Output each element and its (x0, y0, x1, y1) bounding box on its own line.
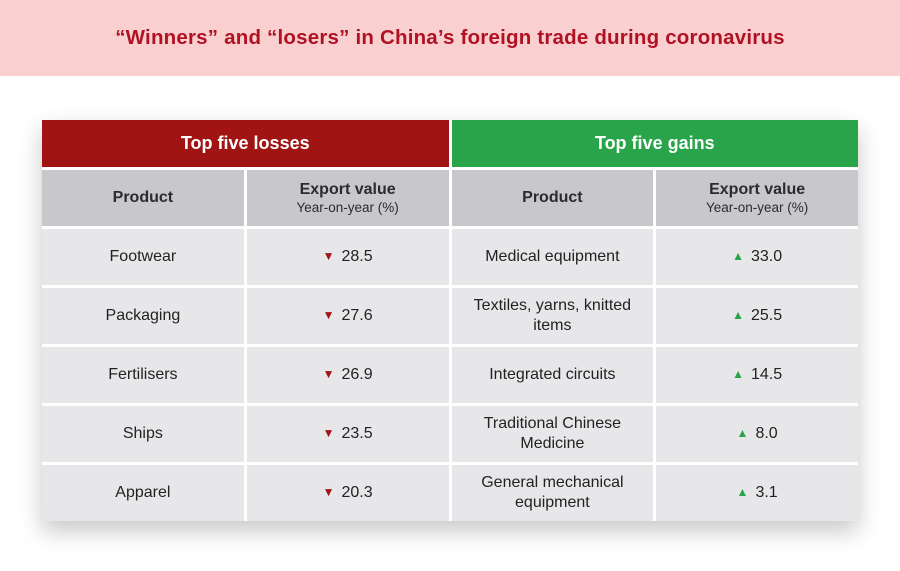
gains-product-column-header: Product (451, 170, 654, 226)
loss-value-text: 20.3 (341, 484, 373, 501)
gain-value-cell: ▲ 14.5 (656, 347, 858, 403)
loss-product-cell: Ships (42, 406, 244, 462)
gain-value-cell: ▲ 33.0 (656, 229, 858, 285)
loss-value-cell: ▼ 27.6 (246, 288, 449, 344)
loss-product-cell: Fertilisers (42, 347, 244, 403)
gain-value-text: 25.5 (751, 307, 783, 324)
loss-product-text: Ships (122, 425, 163, 442)
gain-value-text: 33.0 (751, 248, 783, 265)
loss-product-cell: Footwear (42, 229, 244, 285)
losses-value-column-header: Export value Year-on-year (%) (246, 170, 449, 226)
loss-product-text: Packaging (105, 307, 181, 324)
loss-product-cell: Apparel (42, 465, 244, 521)
down-triangle-icon: ▼ (322, 307, 335, 322)
losses-header: Top five losses (42, 120, 449, 167)
up-triangle-icon: ▲ (736, 425, 749, 440)
gain-value-cell: ▲ 3.1 (656, 465, 858, 521)
gains-header: Top five gains (451, 120, 858, 167)
loss-value-text: 27.6 (341, 307, 373, 324)
gains-value-column-header: Export value Year-on-year (%) (656, 170, 858, 226)
column-sublabel: Year-on-year (%) (296, 199, 399, 215)
gain-value-text: 8.0 (755, 425, 778, 442)
losses-product-column-header: Product (42, 170, 244, 226)
loss-value-cell: ▼ 20.3 (246, 465, 449, 521)
loss-value-text: 28.5 (341, 248, 373, 265)
loss-value-text: 26.9 (341, 366, 373, 383)
gain-product-cell: Integrated circuits (451, 347, 654, 403)
column-label: Export value (709, 180, 806, 198)
gain-value-cell: ▲ 25.5 (656, 288, 858, 344)
gain-product-cell: Medical equipment (451, 229, 654, 285)
gain-product-text: Textiles, yarns, knitted items (473, 297, 632, 334)
column-label: Product (112, 189, 174, 206)
gain-product-cell: General mechanical equipment (451, 465, 654, 521)
loss-value-cell: ▼ 26.9 (246, 347, 449, 403)
gain-value-cell: ▲ 8.0 (656, 406, 858, 462)
gain-value-text: 3.1 (755, 484, 778, 501)
gain-product-text: General mechanical equipment (481, 474, 624, 511)
column-sublabel: Year-on-year (%) (705, 199, 809, 215)
loss-value-cell: ▼ 23.5 (246, 406, 449, 462)
trade-table: Top five losses Top five gains Product E… (42, 120, 858, 521)
down-triangle-icon: ▼ (322, 484, 335, 499)
gain-product-cell: Textiles, yarns, knitted items (451, 288, 654, 344)
title-banner: “Winners” and “losers” in China’s foreig… (0, 0, 900, 76)
loss-product-text: Fertilisers (108, 366, 178, 383)
page-title: “Winners” and “losers” in China’s foreig… (115, 26, 785, 49)
loss-value-cell: ▼ 28.5 (246, 229, 449, 285)
gain-value-text: 14.5 (751, 366, 783, 383)
loss-product-cell: Packaging (42, 288, 244, 344)
up-triangle-icon: ▲ (732, 307, 744, 322)
up-triangle-icon: ▲ (736, 484, 749, 499)
gain-product-cell: Traditional Chinese Medicine (451, 406, 654, 462)
down-triangle-icon: ▼ (322, 248, 335, 263)
up-triangle-icon: ▲ (732, 366, 744, 381)
trade-table-grid: Top five losses Top five gains Product E… (42, 120, 858, 521)
gain-product-text: Integrated circuits (489, 366, 616, 383)
gain-product-text: Medical equipment (485, 248, 620, 265)
down-triangle-icon: ▼ (322, 425, 335, 440)
up-triangle-icon: ▲ (732, 248, 744, 263)
down-triangle-icon: ▼ (322, 366, 335, 381)
column-label: Product (522, 189, 583, 206)
column-label: Export value (299, 180, 396, 198)
gain-product-text: Traditional Chinese Medicine (483, 415, 621, 452)
loss-value-text: 23.5 (341, 425, 373, 442)
loss-product-text: Footwear (109, 248, 177, 265)
loss-product-text: Apparel (115, 484, 171, 501)
